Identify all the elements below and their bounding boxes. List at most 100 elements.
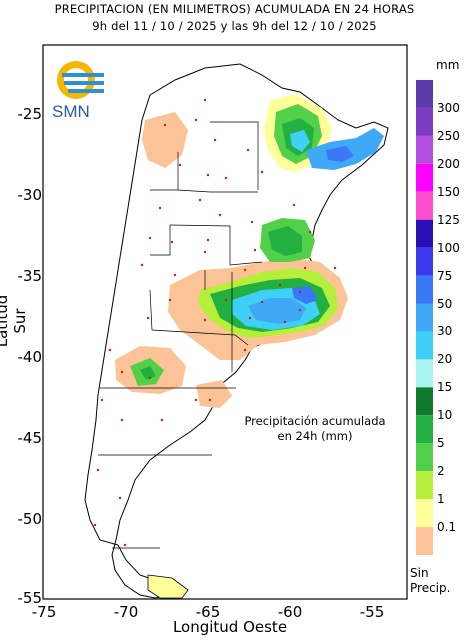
station-marker: [170, 240, 174, 244]
legend-label: 5: [437, 436, 445, 451]
legend-swatch: [416, 275, 433, 304]
station-marker: [278, 283, 282, 287]
y-tick: -35: [17, 267, 43, 285]
station-marker: [298, 308, 302, 312]
station-marker: [283, 320, 287, 324]
station-marker: [206, 238, 210, 242]
legend-swatch: [416, 387, 433, 416]
legend-label: 20: [437, 352, 453, 367]
station-marker: [208, 398, 212, 402]
station-marker: [218, 213, 222, 217]
station-marker: [243, 348, 247, 352]
legend-label: 75: [437, 268, 453, 283]
x-tick: -65: [195, 603, 221, 621]
station-marker: [253, 248, 257, 252]
legend-swatch: [416, 219, 433, 248]
station-marker: [194, 118, 198, 122]
station-marker: [250, 220, 254, 224]
legend-swatch: [416, 443, 433, 472]
station-marker: [260, 300, 264, 304]
tierra-del-fuego: [147, 574, 189, 599]
station-marker: [194, 398, 198, 402]
x-tick: -55: [359, 603, 385, 621]
station-marker: [303, 266, 307, 270]
station-markers: [93, 98, 337, 547]
station-marker: [213, 138, 217, 142]
legend-swatch: [416, 191, 433, 220]
legend-swatch: [416, 499, 433, 528]
map-annotation: Precipitación acumulada en 24h (mm): [230, 414, 400, 444]
station-marker: [224, 176, 228, 180]
legend-swatch: [416, 359, 433, 388]
station-marker: [292, 203, 296, 207]
x-tick: -60: [277, 603, 303, 621]
y-tick: -50: [17, 510, 43, 528]
precipitation-areas: [115, 94, 384, 408]
legend-swatch: [416, 135, 433, 164]
legend-swatch: [416, 107, 433, 136]
legend-swatch: [416, 471, 433, 500]
station-marker: [333, 266, 337, 270]
legend-swatch: [416, 80, 433, 108]
legend-swatch: [416, 527, 433, 555]
station-marker: [148, 236, 152, 240]
x-axis-label: Longitud Oeste: [172, 618, 288, 636]
no-precip-label: Sin Precip.: [410, 566, 450, 596]
station-marker: [308, 230, 312, 234]
legend-label: 250: [437, 128, 460, 143]
legend-color-scale: [416, 80, 433, 555]
legend-label: 2: [437, 464, 445, 479]
station-marker: [206, 173, 210, 177]
legend-label: 50: [437, 296, 453, 311]
legend-swatch: [416, 415, 433, 444]
station-marker: [298, 290, 302, 294]
station-marker: [100, 398, 104, 402]
legend-label: 10: [437, 408, 453, 423]
station-marker: [260, 170, 264, 174]
station-marker: [198, 198, 202, 202]
annotation-line: en 24h (mm): [277, 429, 353, 443]
y-tick: -30: [17, 186, 43, 204]
station-marker: [168, 298, 172, 302]
legend-label: 125: [437, 212, 460, 227]
station-marker: [163, 123, 167, 127]
legend-label: 1: [437, 492, 445, 507]
legend-label: 150: [437, 184, 460, 199]
y-axis-label: Latitud Sur: [0, 294, 29, 348]
no-precip-line: Sin: [410, 566, 429, 580]
station-marker: [148, 376, 152, 380]
legend-label: 0.1: [437, 520, 457, 535]
smn-logo-text: SMN: [52, 102, 90, 121]
station-marker: [146, 316, 150, 320]
legend-unit: mm: [436, 58, 460, 72]
station-marker: [158, 206, 162, 210]
station-marker: [93, 523, 97, 527]
station-marker: [248, 316, 252, 320]
station-marker: [243, 268, 247, 272]
legend-label: 15: [437, 380, 453, 395]
legend-label: 300: [437, 100, 460, 115]
legend-swatch: [416, 247, 433, 276]
station-marker: [123, 543, 127, 547]
map-date-range: 9h del 11 / 10 / 2025 y las 9h del 12 / …: [92, 19, 377, 33]
station-marker: [108, 348, 112, 352]
station-marker: [246, 148, 250, 152]
station-marker: [120, 418, 124, 422]
map-title: PRECIPITACION (EN MILIMETROS) ACUMULADA …: [54, 2, 415, 16]
smn-logo-icon: [57, 61, 104, 99]
legend-label: 30: [437, 324, 453, 339]
station-marker: [203, 98, 207, 102]
y-tick: -25: [17, 105, 43, 123]
station-marker: [224, 298, 228, 302]
station-marker: [120, 370, 124, 374]
y-tick: -45: [17, 429, 43, 447]
x-tick: -70: [113, 603, 139, 621]
legend-label: 200: [437, 156, 460, 171]
province-borders: [98, 121, 263, 549]
annotation-line: Precipitación acumulada: [244, 414, 386, 428]
station-marker: [203, 250, 207, 254]
legend-swatch: [416, 303, 433, 332]
legend-label: 100: [437, 240, 460, 255]
station-marker: [173, 273, 177, 277]
